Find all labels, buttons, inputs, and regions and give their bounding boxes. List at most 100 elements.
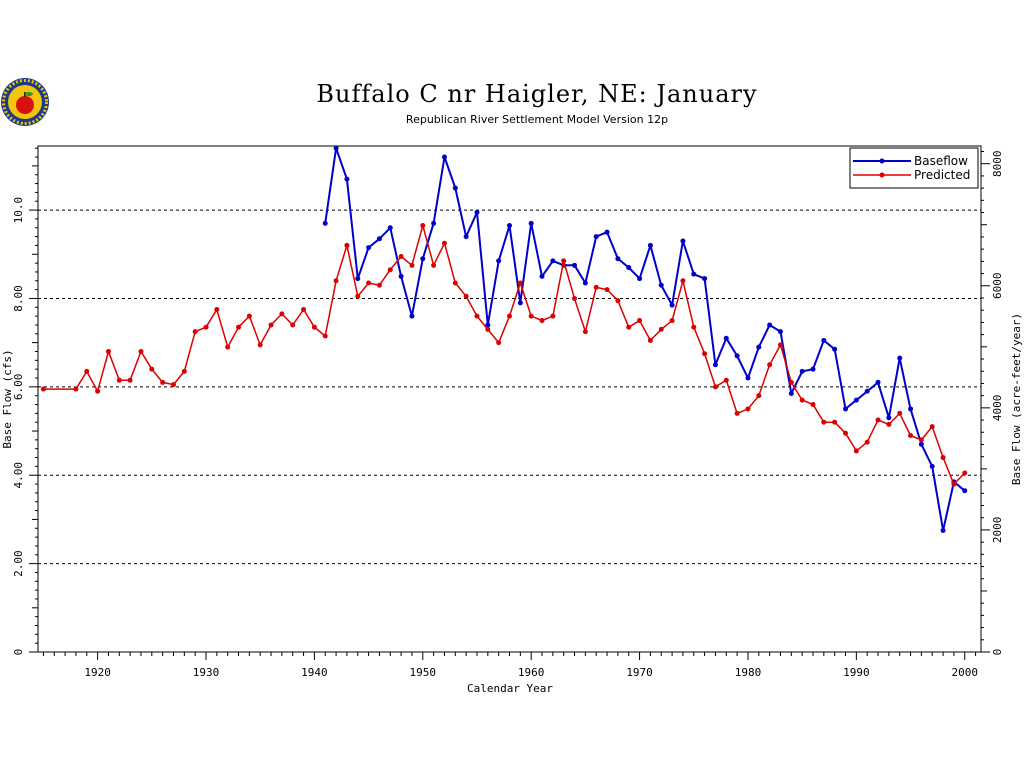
data-point-baseflow <box>853 397 859 403</box>
data-point-predicted <box>864 439 870 445</box>
data-point-predicted <box>702 351 708 357</box>
data-point-predicted <box>843 430 849 436</box>
data-point-baseflow <box>604 229 610 235</box>
data-point-predicted <box>311 324 317 330</box>
data-point-baseflow <box>702 276 708 282</box>
data-point-baseflow <box>734 353 740 359</box>
data-point-predicted <box>333 278 339 284</box>
data-point-predicted <box>572 295 578 301</box>
y2-tick-label: 0 <box>991 649 1004 656</box>
data-point-baseflow <box>658 282 664 288</box>
data-point-predicted <box>160 379 166 385</box>
legend-label-baseflow: Baseflow <box>914 154 968 168</box>
x-tick-label: 1980 <box>735 666 762 679</box>
data-point-predicted <box>420 223 426 229</box>
data-point-predicted <box>409 262 415 268</box>
data-point-baseflow <box>398 273 404 279</box>
data-point-predicted <box>647 337 653 343</box>
data-point-predicted <box>170 382 176 388</box>
data-point-baseflow <box>832 346 838 352</box>
data-point-baseflow <box>615 256 621 262</box>
y2-tick-label: 6000 <box>991 273 1004 300</box>
y-tick-label: 8.00 <box>12 285 25 312</box>
data-point-baseflow <box>539 273 545 279</box>
chart-title: Buffalo C nr Haigler, NE: January <box>316 80 757 108</box>
data-point-baseflow <box>441 154 447 160</box>
data-point-predicted <box>301 307 307 313</box>
data-point-predicted <box>810 402 816 408</box>
data-point-predicted <box>897 410 903 416</box>
logo <box>1 78 49 126</box>
x-tick-label: 1970 <box>626 666 653 679</box>
data-point-baseflow <box>431 220 437 226</box>
data-point-baseflow <box>940 527 946 533</box>
data-point-baseflow <box>669 302 675 308</box>
data-point-predicted <box>918 437 924 443</box>
data-point-baseflow <box>463 234 469 240</box>
data-point-predicted <box>615 298 621 304</box>
y2-axis-label: Base Flow (acre-feet/year) <box>1010 313 1023 485</box>
data-point-predicted <box>214 307 220 313</box>
data-point-predicted <box>637 318 643 324</box>
data-point-baseflow <box>886 415 892 421</box>
data-point-baseflow <box>843 406 849 412</box>
y-axis-label: Base Flow (cfs) <box>1 349 14 448</box>
data-point-predicted <box>366 280 372 286</box>
data-point-predicted <box>875 417 881 423</box>
data-point-predicted <box>886 421 892 427</box>
data-point-baseflow <box>767 322 773 328</box>
data-point-baseflow <box>355 276 361 282</box>
legend-marker-predicted <box>879 172 885 178</box>
data-point-predicted <box>604 287 610 293</box>
x-tick-label: 1930 <box>193 666 220 679</box>
data-point-baseflow <box>387 225 393 231</box>
chart-subtitle: Republican River Settlement Model Versio… <box>406 113 668 126</box>
data-point-predicted <box>192 329 198 335</box>
data-point-predicted <box>496 340 502 346</box>
data-point-predicted <box>398 253 404 259</box>
data-point-predicted <box>355 293 361 299</box>
data-point-predicted <box>788 379 794 385</box>
data-point-baseflow <box>376 236 382 242</box>
data-point-predicted <box>626 324 632 330</box>
data-point-predicted <box>452 280 458 286</box>
data-point-baseflow <box>593 234 599 240</box>
x-tick-label: 1950 <box>410 666 437 679</box>
legend-marker-baseflow <box>879 158 885 164</box>
data-point-predicted <box>474 313 480 319</box>
data-point-baseflow <box>864 388 870 394</box>
data-point-baseflow <box>962 488 968 494</box>
data-point-predicted <box>528 313 534 319</box>
data-point-baseflow <box>756 344 762 350</box>
data-point-predicted <box>821 419 827 425</box>
data-point-baseflow <box>647 242 653 248</box>
data-point-predicted <box>376 282 382 288</box>
data-point-predicted <box>236 324 242 330</box>
data-point-baseflow <box>712 362 718 368</box>
data-point-predicted <box>40 386 46 392</box>
data-point-predicted <box>799 397 805 403</box>
data-point-predicted <box>908 432 914 438</box>
data-point-predicted <box>658 326 664 332</box>
data-point-predicted <box>691 324 697 330</box>
data-point-predicted <box>539 318 545 324</box>
data-point-baseflow <box>637 276 643 282</box>
data-point-baseflow <box>875 379 881 385</box>
data-point-baseflow <box>366 245 372 251</box>
grid <box>38 209 981 565</box>
plot-frame <box>37 145 982 653</box>
y2-tick-label: 8000 <box>991 150 1004 177</box>
data-point-predicted <box>962 470 968 476</box>
data-point-predicted <box>767 362 773 368</box>
data-point-baseflow <box>777 329 783 335</box>
data-point-predicted <box>734 410 740 416</box>
data-point-baseflow <box>723 335 729 341</box>
data-point-predicted <box>680 278 686 284</box>
axes: 1920 1930 1940 1950 1960 1970 1980 1990 2000 0 2.0… <box>12 147 1004 679</box>
y2-tick-label: 4000 <box>991 395 1004 422</box>
data-point-predicted <box>507 313 512 319</box>
data-point-baseflow <box>344 176 350 182</box>
apple-icon <box>16 96 34 114</box>
data-point-baseflow <box>420 256 426 262</box>
data-point-baseflow <box>691 271 697 277</box>
